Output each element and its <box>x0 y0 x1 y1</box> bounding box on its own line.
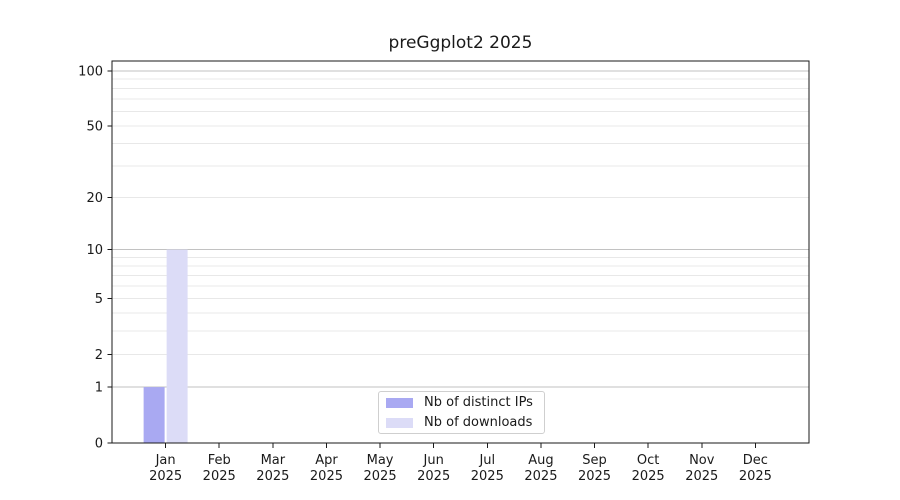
x-tick-label-year: 2025 <box>310 469 343 484</box>
bar-jan-series0 <box>143 387 165 443</box>
x-tick-label-month: Feb <box>208 453 231 468</box>
x-tick-label-year: 2025 <box>149 469 182 484</box>
x-tick-label-year: 2025 <box>256 469 289 484</box>
y-tick-label: 100 <box>78 64 103 79</box>
axes-border <box>111 60 810 444</box>
legend-label-distinct-ips: Nb of distinct IPs <box>424 395 533 410</box>
x-tick-label-month: Jun <box>423 453 444 468</box>
chart-title: preGgplot2 2025 <box>388 33 533 53</box>
legend-item-distinct-ips: Nb of distinct IPs <box>386 394 544 412</box>
x-tick-label-month: Aug <box>528 453 553 468</box>
x-tick-label-month: Jul <box>478 453 495 468</box>
x-tick-label-year: 2025 <box>578 469 611 484</box>
legend-swatch-downloads <box>386 417 413 428</box>
x-tick-label-year: 2025 <box>417 469 450 484</box>
x-tick-label-month: Jan <box>155 453 176 468</box>
y-tick-label: 50 <box>86 119 103 134</box>
y-tick-label: 0 <box>95 437 103 452</box>
y-tick-label: 1 <box>95 381 103 396</box>
x-tick-label-year: 2025 <box>632 469 665 484</box>
x-tick-label-year: 2025 <box>471 469 504 484</box>
x-tick-label-year: 2025 <box>364 469 397 484</box>
x-tick-label-month: Nov <box>689 453 715 468</box>
x-tick-label-month: Mar <box>261 453 286 468</box>
x-tick-label-year: 2025 <box>739 469 772 484</box>
x-tick-label-month: Dec <box>743 453 768 468</box>
legend-label-downloads: Nb of downloads <box>424 415 533 430</box>
legend-item-downloads: Nb of downloads <box>386 414 544 432</box>
legend-swatch-distinct-ips <box>386 397 413 408</box>
y-tick-label: 5 <box>95 292 103 307</box>
x-tick-label-month: Sep <box>582 453 607 468</box>
y-tick-label: 2 <box>95 348 103 363</box>
x-tick-label-month: Oct <box>637 453 659 468</box>
x-tick-label-year: 2025 <box>685 469 718 484</box>
x-tick-label-month: Apr <box>315 453 338 468</box>
x-tick-label-year: 2025 <box>203 469 236 484</box>
y-tick-label: 10 <box>86 243 103 258</box>
y-tick-label: 20 <box>86 191 103 206</box>
x-tick-label-year: 2025 <box>524 469 557 484</box>
x-tick-label-month: May <box>367 453 394 468</box>
bar-jan-series1 <box>166 249 188 443</box>
legend: Nb of distinct IPs Nb of downloads <box>378 391 545 434</box>
